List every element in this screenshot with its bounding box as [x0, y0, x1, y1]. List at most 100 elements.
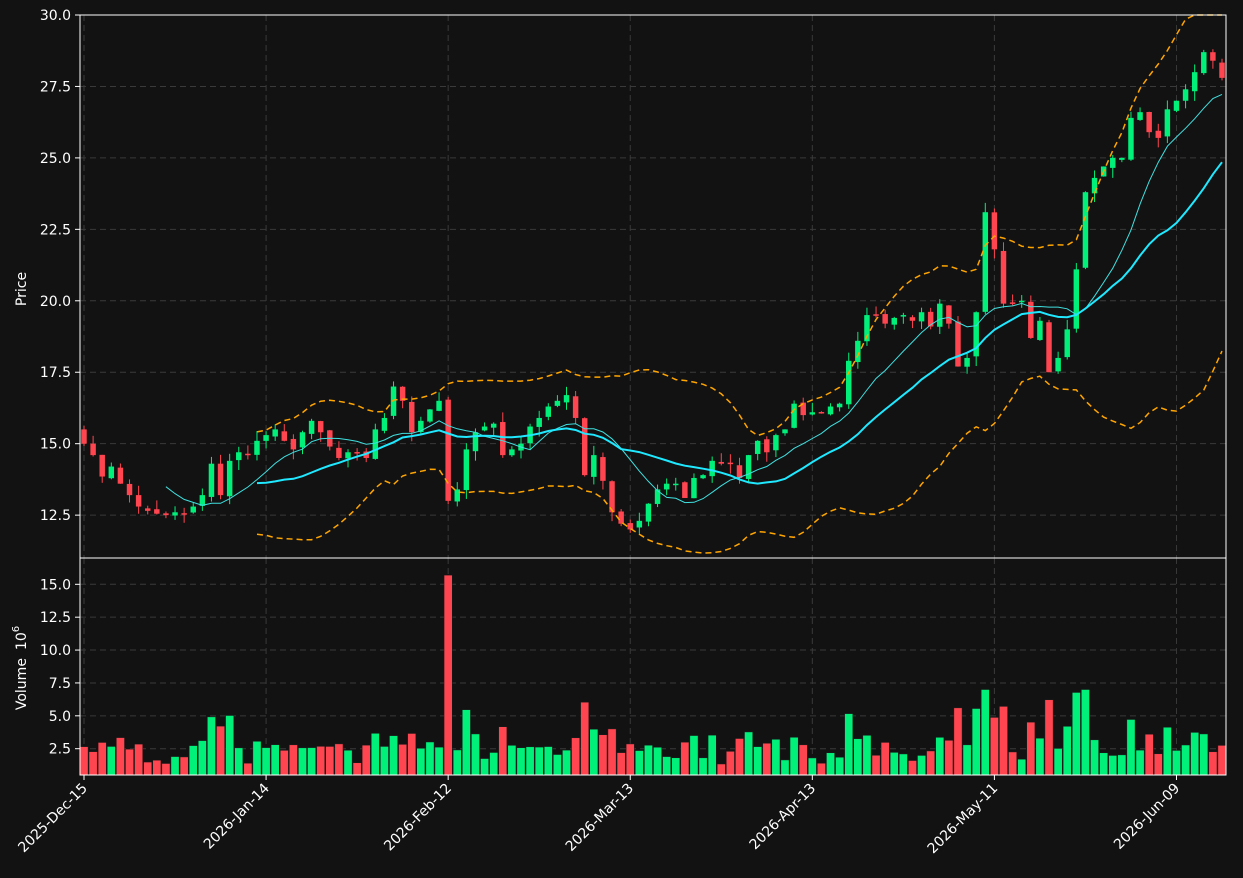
volume-bar — [1172, 750, 1181, 776]
volume-bar — [871, 755, 881, 776]
candle-body — [718, 461, 725, 464]
volume-bar — [325, 746, 335, 776]
volume-bar — [1053, 748, 1063, 776]
candle-body — [1046, 322, 1052, 373]
volume-bar — [1099, 752, 1108, 776]
volume-bar — [1217, 745, 1227, 776]
volume-y-tick-label: 10.0 — [40, 643, 71, 659]
volume-bar — [507, 745, 517, 776]
candle-body — [800, 402, 806, 416]
volume-bar — [999, 706, 1008, 776]
volume-axis-title: Volume 106 — [11, 626, 30, 710]
volume-bar — [543, 746, 553, 776]
candle-body — [135, 495, 142, 507]
volume-bar — [1044, 699, 1054, 776]
volume-bar — [1081, 689, 1090, 776]
candle-body — [909, 317, 916, 321]
volume-bar — [771, 739, 781, 776]
volume-bar — [726, 751, 735, 776]
candle-body — [208, 463, 215, 497]
volume-bar — [671, 757, 681, 776]
candle-body — [126, 483, 133, 496]
price-y-tick-label: 15.0 — [40, 437, 71, 453]
candle-body — [299, 432, 306, 448]
candle-body — [181, 513, 187, 515]
candle-body — [618, 511, 624, 524]
volume-bar — [1071, 692, 1081, 776]
candle-body — [791, 403, 797, 428]
volume-bar — [880, 742, 890, 776]
volume-panel-frame — [79, 557, 1227, 776]
volume-bar — [1126, 719, 1136, 776]
volume-bar — [152, 759, 162, 776]
volume-bar — [662, 756, 672, 776]
candle-body — [773, 435, 779, 451]
candle-body — [463, 449, 470, 491]
volume-bar — [243, 762, 253, 776]
candle-body — [1119, 157, 1125, 160]
candle-body — [336, 447, 342, 458]
volume-y-tick-label: 15.0 — [40, 577, 71, 593]
volume-bar — [261, 747, 271, 776]
candle-body — [1064, 329, 1070, 358]
candle-body — [226, 460, 233, 497]
volume-bar — [252, 741, 262, 776]
bollinger-upper-line — [256, 14, 1222, 437]
volume-bar — [161, 763, 171, 776]
volume-bar — [826, 752, 835, 776]
candle-body — [654, 489, 661, 504]
volume-plot-area — [79, 574, 1227, 776]
volume-bar — [398, 744, 407, 776]
candle-body — [836, 403, 843, 408]
candle-body — [891, 317, 897, 325]
candle-body — [545, 406, 552, 417]
volume-bar — [1117, 754, 1127, 776]
price-y-tick-label: 17.5 — [40, 365, 71, 381]
volume-bar — [780, 759, 790, 776]
candle-body — [1009, 302, 1016, 304]
volume-bar — [452, 749, 462, 776]
volume-bar — [1135, 749, 1145, 776]
candle-body — [572, 396, 579, 418]
candle-body — [563, 395, 570, 403]
candle-body — [645, 503, 652, 522]
candle-body — [117, 467, 124, 484]
volume-bar — [817, 762, 826, 776]
candle-body — [855, 340, 861, 363]
volume-bar — [980, 689, 990, 776]
volume-bar — [962, 744, 972, 776]
volume-bar — [1181, 744, 1190, 776]
candle-body — [1201, 52, 1207, 74]
candle-body — [1219, 62, 1225, 78]
volume-bar — [207, 716, 216, 776]
volume-bar — [106, 746, 116, 776]
candle-body — [581, 418, 588, 476]
candle-body — [764, 439, 770, 453]
volume-y-tick-label: 7.5 — [49, 676, 71, 692]
candle-body — [172, 512, 178, 516]
volume-bar — [198, 740, 207, 776]
candle-body — [882, 314, 888, 324]
candle-body — [609, 481, 615, 513]
candle-body — [782, 429, 788, 434]
candle-body — [354, 452, 360, 454]
candle-body — [745, 455, 752, 479]
candle-body — [1146, 112, 1152, 133]
candle-body — [636, 520, 643, 528]
volume-bar — [1153, 753, 1163, 776]
candle-body — [509, 449, 515, 456]
candle-body — [864, 315, 870, 342]
volume-bar — [407, 733, 417, 776]
price-y-tick-label: 20.0 — [40, 294, 71, 310]
volume-bar — [343, 749, 353, 776]
volume-bar — [534, 746, 544, 776]
volume-bar — [416, 748, 426, 776]
candle-body — [973, 312, 979, 357]
candle-body — [1210, 52, 1216, 61]
candle-body — [1164, 109, 1171, 137]
volume-bar — [134, 743, 143, 776]
volume-axis-label: Volume — [14, 658, 30, 710]
candle-body — [691, 477, 697, 499]
candle-body — [1018, 300, 1025, 303]
